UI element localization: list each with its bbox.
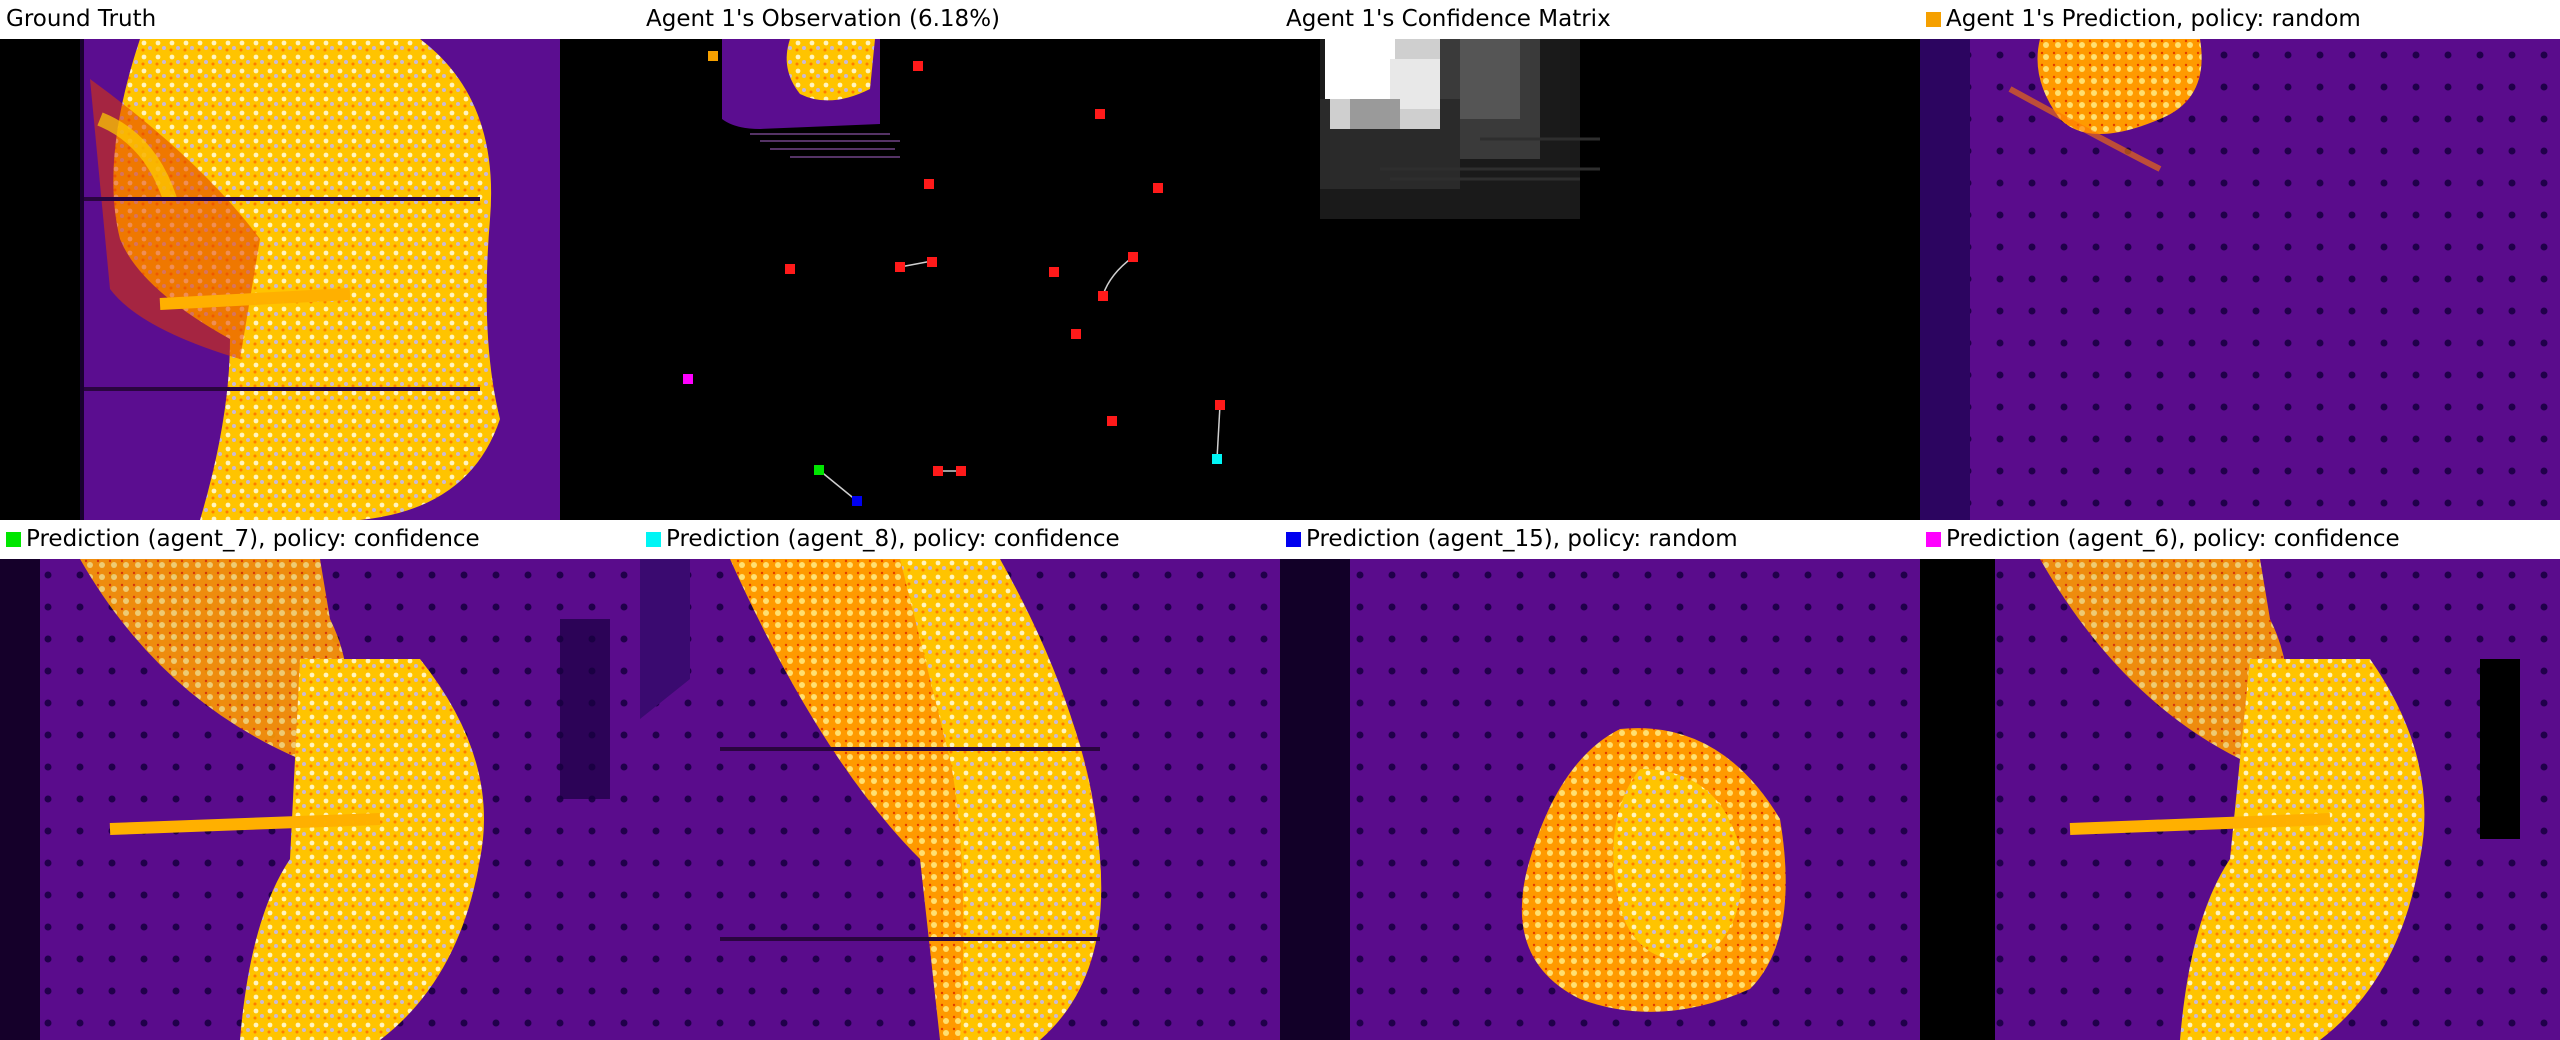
agent-1-swatch xyxy=(1926,12,1941,27)
agent-8-swatch xyxy=(646,532,661,547)
agent-7-prediction-image xyxy=(0,559,640,1040)
panel-title: Agent 1's Prediction, policy: random xyxy=(1920,0,2560,39)
agent-1-prediction-image xyxy=(1920,39,2560,520)
panel-title-text: Prediction (agent_6), policy: confidence xyxy=(1946,526,2400,552)
panel-title: Agent 1's Observation (6.18%) xyxy=(640,0,1280,39)
panel-title: Ground Truth xyxy=(0,0,640,39)
agent-15-swatch xyxy=(1286,532,1301,547)
agent-8-prediction-image xyxy=(640,559,1280,1040)
confidence-matrix-image xyxy=(1280,39,1920,520)
panel-title: Prediction (agent_6), policy: confidence xyxy=(1920,520,2560,559)
panel-title: Agent 1's Confidence Matrix xyxy=(1280,0,1920,39)
panel-agent-15-prediction: Prediction (agent_15), policy: random xyxy=(1280,520,1920,1040)
panel-title-text: Agent 1's Confidence Matrix xyxy=(1286,6,1611,32)
panel-title-text: Prediction (agent_8), policy: confidence xyxy=(666,526,1120,552)
panel-title: Prediction (agent_8), policy: confidence xyxy=(640,520,1280,559)
panel-agent-6-prediction: Prediction (agent_6), policy: confidence xyxy=(1920,520,2560,1040)
ground-truth-image xyxy=(0,39,640,520)
panel-title-text: Ground Truth xyxy=(6,6,157,32)
agent-7-swatch xyxy=(6,532,21,547)
panel-title-text: Prediction (agent_15), policy: random xyxy=(1306,526,1738,552)
panel-agent-7-prediction: Prediction (agent_7), policy: confidence xyxy=(0,520,640,1040)
panel-title-text: Agent 1's Prediction, policy: random xyxy=(1946,6,2361,32)
panel-title-text: Prediction (agent_7), policy: confidence xyxy=(26,526,480,552)
panel-observation: Agent 1's Observation (6.18%) xyxy=(640,0,1280,520)
panel-confidence-matrix: Agent 1's Confidence Matrix xyxy=(1280,0,1920,520)
agent-6-swatch xyxy=(1926,532,1941,547)
observation-image xyxy=(640,39,1280,520)
agent-6-prediction-image xyxy=(1920,559,2560,1040)
panel-agent-1-prediction: Agent 1's Prediction, policy: random xyxy=(1920,0,2560,520)
panel-title: Prediction (agent_15), policy: random xyxy=(1280,520,1920,559)
panel-title: Prediction (agent_7), policy: confidence xyxy=(0,520,640,559)
panel-ground-truth: Ground Truth xyxy=(0,0,640,520)
panel-agent-8-prediction: Prediction (agent_8), policy: confidence xyxy=(640,520,1280,1040)
agent-15-prediction-image xyxy=(1280,559,1920,1040)
panel-title-text: Agent 1's Observation (6.18%) xyxy=(646,6,1001,32)
